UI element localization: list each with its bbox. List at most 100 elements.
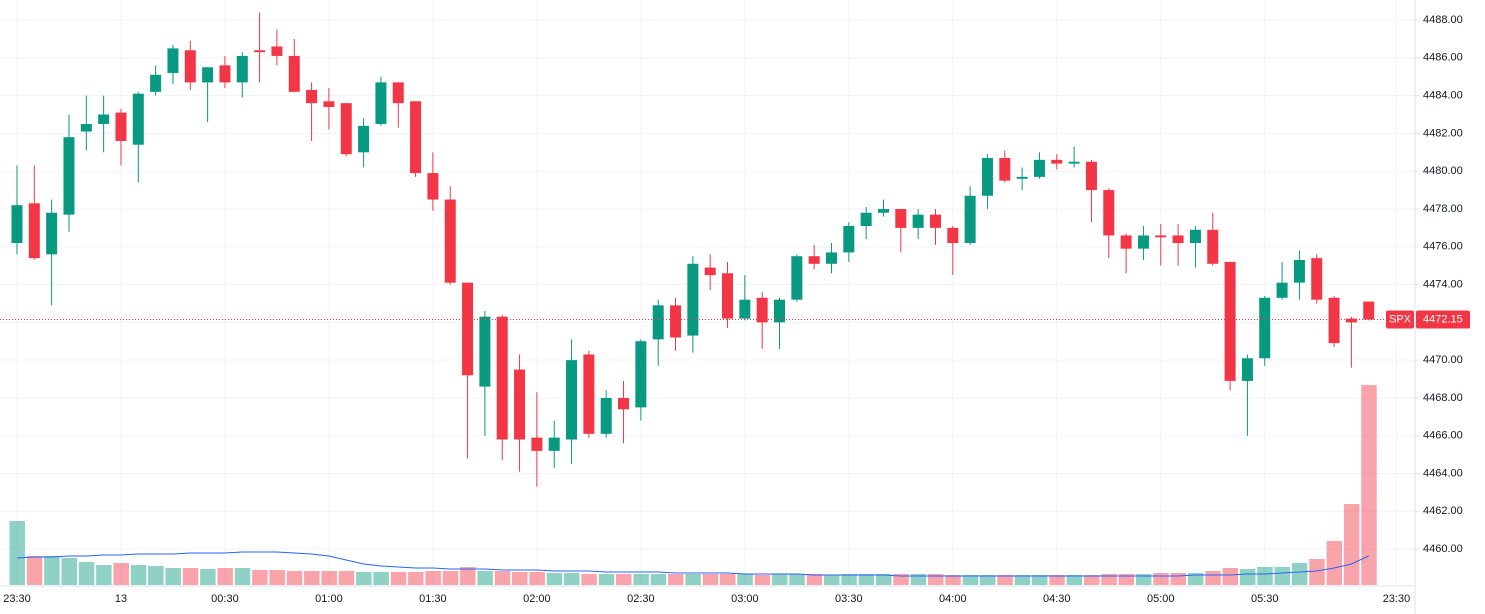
candle-body xyxy=(1259,297,1271,359)
volume-bar xyxy=(1066,575,1083,585)
candle-body xyxy=(652,305,664,340)
x-tick-label: 04:30 xyxy=(1043,593,1071,605)
candle-body xyxy=(219,65,231,83)
volume-bar xyxy=(1309,559,1325,585)
x-tick-label: 13 xyxy=(115,593,127,605)
volume-bar xyxy=(113,563,129,585)
volume-bar xyxy=(26,556,43,585)
candle-body xyxy=(566,360,578,440)
price-badge xyxy=(1416,310,1470,329)
candle-body xyxy=(80,123,92,132)
candle-body xyxy=(11,205,23,243)
y-tick-label: 4460.00 xyxy=(1423,543,1463,555)
candle-body xyxy=(1224,261,1236,381)
candle-body xyxy=(1172,235,1184,243)
volume-bar xyxy=(720,574,736,585)
volume-bar xyxy=(356,572,372,585)
volume-bar xyxy=(165,568,181,585)
symbol-badge xyxy=(1386,310,1414,329)
candle-body xyxy=(929,214,941,228)
volume-bar xyxy=(823,575,840,585)
volume-bar xyxy=(1014,575,1031,585)
candle-body xyxy=(1293,260,1305,283)
volume-bar xyxy=(1257,567,1273,585)
volume-bar xyxy=(1205,571,1221,585)
y-tick-label: 4486.00 xyxy=(1423,52,1463,64)
last-price-value: 4472.15 xyxy=(1423,313,1463,325)
volume-ma-line xyxy=(16,551,1369,577)
candle-body xyxy=(1155,235,1167,238)
volume-bar xyxy=(182,568,199,585)
x-tick-label: 00:30 xyxy=(211,593,239,605)
volume-bar xyxy=(616,574,632,585)
volume-bar xyxy=(668,574,684,585)
volume-bar xyxy=(9,521,25,585)
volume-bar xyxy=(460,567,476,585)
volume-bar xyxy=(1187,573,1204,585)
last-price-label: SPX 4472.15 xyxy=(1386,310,1470,329)
volume-bar xyxy=(564,573,580,585)
volume-bar xyxy=(130,565,147,585)
candle-body xyxy=(1207,229,1219,264)
candle-body xyxy=(791,256,803,300)
candle-body xyxy=(548,437,560,451)
candle-body xyxy=(860,212,872,226)
volume-bar xyxy=(979,575,996,585)
volume-bar xyxy=(1118,574,1135,585)
time-axis: 23:30 13 00:30 01:00 01:30 02:00 02:30 03:00 03:… xyxy=(3,593,1410,605)
y-tick-label: 4470.00 xyxy=(1423,354,1463,366)
volume-bar xyxy=(1031,575,1048,585)
volume-bar xyxy=(581,574,597,585)
grid xyxy=(0,0,1415,586)
candle-body xyxy=(462,282,474,376)
candle-body xyxy=(877,208,889,213)
volume-bar xyxy=(1101,574,1117,585)
candle-body xyxy=(808,256,820,264)
candle-body xyxy=(514,369,526,440)
candle-body xyxy=(843,225,855,253)
price-axis: 4460.00 4462.00 4464.00 4466.00 4468.00 4470.… xyxy=(1415,14,1463,555)
volume-bar xyxy=(927,574,944,585)
candle-body xyxy=(28,203,40,259)
y-tick-label: 4468.00 xyxy=(1423,392,1463,404)
candle-body xyxy=(444,199,456,283)
candle-body xyxy=(1085,161,1097,191)
volume-bar xyxy=(945,575,961,585)
candle-body xyxy=(1311,258,1323,300)
volume-bar xyxy=(772,574,788,585)
candle-body xyxy=(999,157,1011,181)
symbol-label: SPX xyxy=(1389,313,1412,325)
volume-bar xyxy=(1135,574,1152,585)
y-tick-label: 4476.00 xyxy=(1423,241,1463,253)
volume-bar xyxy=(858,574,875,585)
volume-bar xyxy=(546,573,563,585)
volume-bar xyxy=(252,570,268,585)
candle-body xyxy=(46,212,58,255)
candle-body xyxy=(825,252,837,264)
candle-body xyxy=(63,137,75,215)
candle-body xyxy=(981,157,993,196)
candle-body xyxy=(895,208,907,228)
candle-body xyxy=(496,316,508,440)
y-tick-label: 4478.00 xyxy=(1423,203,1463,215)
volume-bar xyxy=(754,575,771,585)
y-tick-label: 4474.00 xyxy=(1423,278,1463,290)
candle-body xyxy=(1120,235,1132,249)
volume-bar xyxy=(650,574,667,585)
candle-body xyxy=(392,82,404,104)
candle-body xyxy=(1033,159,1045,177)
volume-bar xyxy=(598,574,615,585)
candle-body xyxy=(583,354,595,434)
x-tick-label: 02:00 xyxy=(523,593,551,605)
candle-body xyxy=(323,101,335,107)
candle-body xyxy=(1137,235,1149,249)
volume-bar xyxy=(494,571,511,585)
volume-bar xyxy=(789,574,805,585)
volume-bar xyxy=(390,572,407,585)
candle-body xyxy=(670,305,682,338)
volume-bar xyxy=(442,571,459,585)
volume-bar xyxy=(875,574,892,585)
volume-bar xyxy=(1170,573,1187,585)
volume-bar xyxy=(477,571,493,585)
candle-body xyxy=(739,299,751,319)
